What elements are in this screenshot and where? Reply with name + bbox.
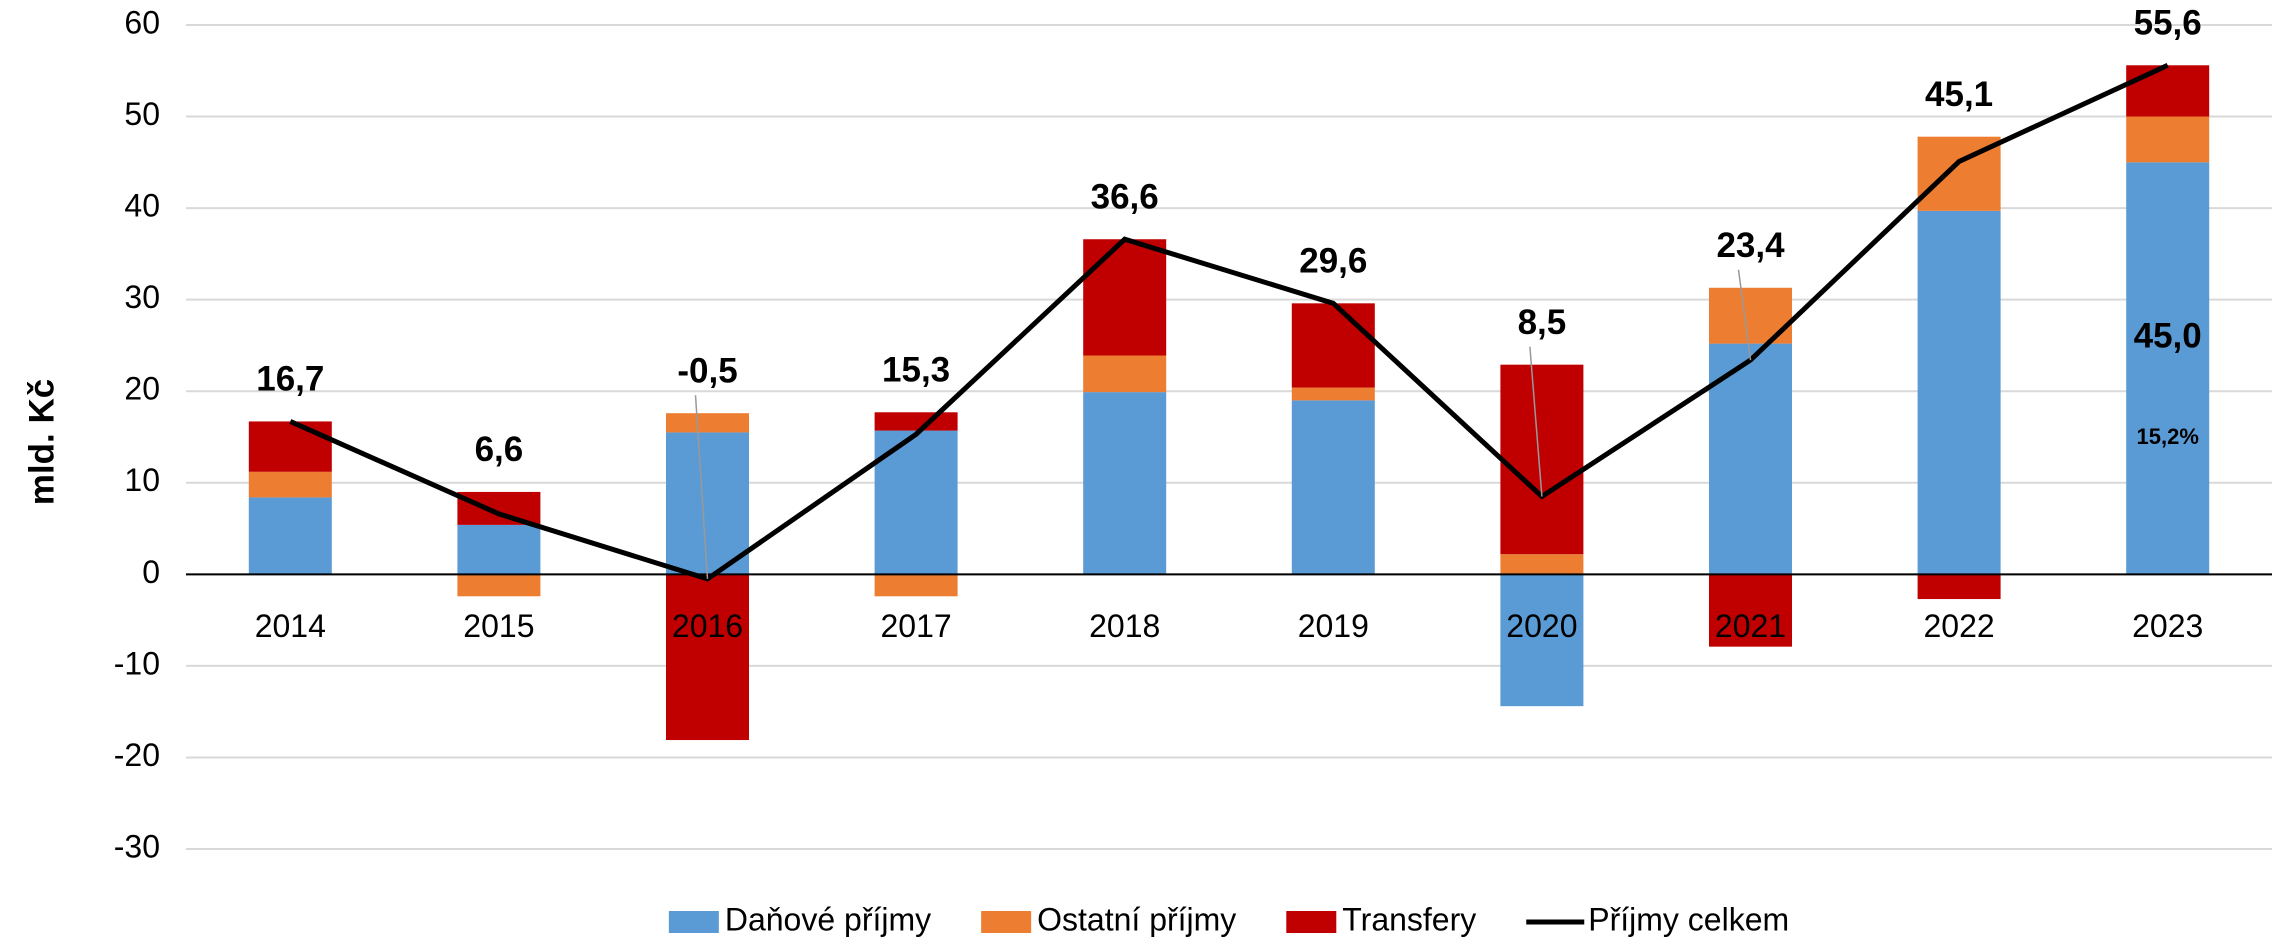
- bar-segment: [1083, 392, 1167, 575]
- bar-segment: [1083, 239, 1167, 356]
- bar-segment: [874, 412, 958, 431]
- y-tick-label: -20: [114, 737, 160, 773]
- legend-swatch: [981, 911, 1032, 933]
- x-tick-label: 2022: [1924, 608, 1995, 644]
- bar-segment: [1291, 303, 1375, 388]
- annotation: 15,2%: [2137, 424, 2199, 449]
- data-label: 16,7: [256, 360, 324, 399]
- bar-segment: [1291, 387, 1375, 401]
- data-label: 36,6: [1091, 177, 1159, 216]
- bar-segment: [1917, 574, 2001, 600]
- legend-label: Příjmy celkem: [1588, 901, 1789, 937]
- line-series: [289, 63, 2169, 582]
- bar-segment: [1709, 574, 1792, 647]
- data-label: 23,4: [1716, 226, 1785, 265]
- data-label: 55,6: [2134, 4, 2202, 43]
- legend: Daňové příjmy Ostatní příjmy Transfery Příj…: [668, 901, 1789, 937]
- bar-segment: [457, 574, 541, 597]
- y-tick-label: 40: [124, 188, 160, 224]
- leader-line: [1529, 346, 1543, 497]
- data-label: 6,6: [475, 430, 524, 469]
- y-tick-label: -30: [114, 828, 160, 864]
- legend-label: Transfery: [1342, 901, 1476, 937]
- bar-segment: [666, 413, 749, 433]
- bar-segment: [1500, 574, 1584, 707]
- bar-segment: [1709, 343, 1792, 575]
- y-tick-label: 30: [124, 279, 160, 315]
- bar-segment: [874, 574, 958, 597]
- bar-segment: [666, 432, 749, 575]
- bar-segment: [1083, 355, 1167, 393]
- bar-segment: [1500, 554, 1584, 575]
- y-axis-title: mld. Kč: [22, 379, 61, 505]
- y-tick-label: 0: [142, 554, 160, 590]
- x-tick-label: 2020: [1506, 608, 1577, 644]
- data-label: 45,1: [1925, 75, 1993, 114]
- y-tick-label: -10: [114, 645, 160, 681]
- leader-line: [1737, 269, 1752, 361]
- bar-segment: [457, 491, 541, 525]
- bar-segment: [248, 421, 332, 472]
- bar-segment: [1500, 364, 1584, 555]
- bar-segment: [457, 524, 541, 575]
- y-tick-label: 20: [124, 371, 160, 407]
- y-tick-label: 50: [124, 96, 160, 132]
- data-label: 29,6: [1299, 242, 1367, 281]
- x-tick-label: 2016: [672, 608, 743, 644]
- legend-swatch: [668, 911, 719, 933]
- y-tick-label: 10: [124, 462, 160, 498]
- bar-segment: [1291, 400, 1375, 575]
- x-tick-label: 2018: [1089, 608, 1160, 644]
- bar-segment: [248, 497, 332, 575]
- x-tick-label: 2014: [255, 608, 326, 644]
- data-label: 45,0: [2134, 317, 2202, 356]
- data-label: 15,3: [882, 351, 950, 390]
- x-tick-label: 2023: [2132, 608, 2203, 644]
- x-tick-label: 2019: [1298, 608, 1369, 644]
- leader-line: [694, 395, 709, 579]
- bar-segment: [2126, 65, 2210, 117]
- x-tick-label: 2015: [463, 608, 534, 644]
- bar-segment: [666, 574, 749, 741]
- y-tick-label: 60: [124, 4, 160, 40]
- bar-segment: [2126, 162, 2210, 575]
- bars: [248, 65, 2210, 741]
- bar-segment: [2126, 116, 2210, 163]
- data-label: -0,5: [677, 351, 737, 390]
- data-label: 8,5: [1518, 303, 1567, 342]
- bar-segment: [1917, 210, 2001, 575]
- legend-label: Daňové příjmy: [725, 901, 931, 937]
- bar-segment: [248, 471, 332, 498]
- legend-swatch: [1286, 911, 1337, 933]
- x-tick-label: 2021: [1715, 608, 1786, 644]
- legend-label: Ostatní příjmy: [1037, 901, 1236, 937]
- x-tick-label: 2017: [881, 608, 952, 644]
